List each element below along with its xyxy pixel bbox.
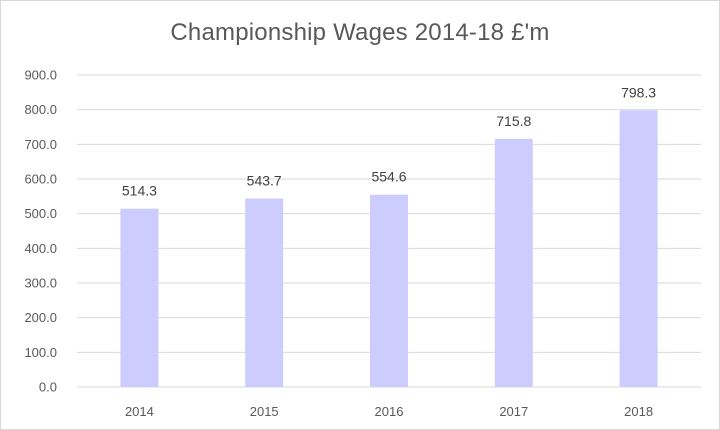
y-tick-label: 100.0 [24,345,57,360]
y-tick-label: 900.0 [24,68,57,83]
data-label: 514.3 [122,183,157,199]
x-tick-label: 2015 [250,404,279,419]
y-tick-label: 400.0 [24,241,57,256]
x-tick-label: 2018 [624,404,653,419]
y-tick-label: 500.0 [24,206,57,221]
bar [245,198,284,387]
y-tick-label: 200.0 [24,310,57,325]
chart-title: Championship Wages 2014-18 £'m [170,19,550,46]
bar [619,110,658,388]
x-tick-label: 2014 [125,404,154,419]
x-tick-label: 2017 [499,404,528,419]
y-tick-label: 300.0 [24,276,57,291]
data-label: 798.3 [621,84,656,100]
x-tick-label: 2016 [375,404,404,419]
data-label: 554.6 [371,169,406,185]
y-tick-label: 800.0 [24,102,57,117]
bar [370,194,408,387]
y-tick-label: 700.0 [24,137,57,152]
data-label: 715.8 [496,113,531,129]
y-tick-label: 600.0 [24,172,57,187]
bar [120,208,159,387]
bar [494,138,533,387]
data-label: 543.7 [247,173,282,189]
y-tick-label: 0.0 [39,380,57,395]
